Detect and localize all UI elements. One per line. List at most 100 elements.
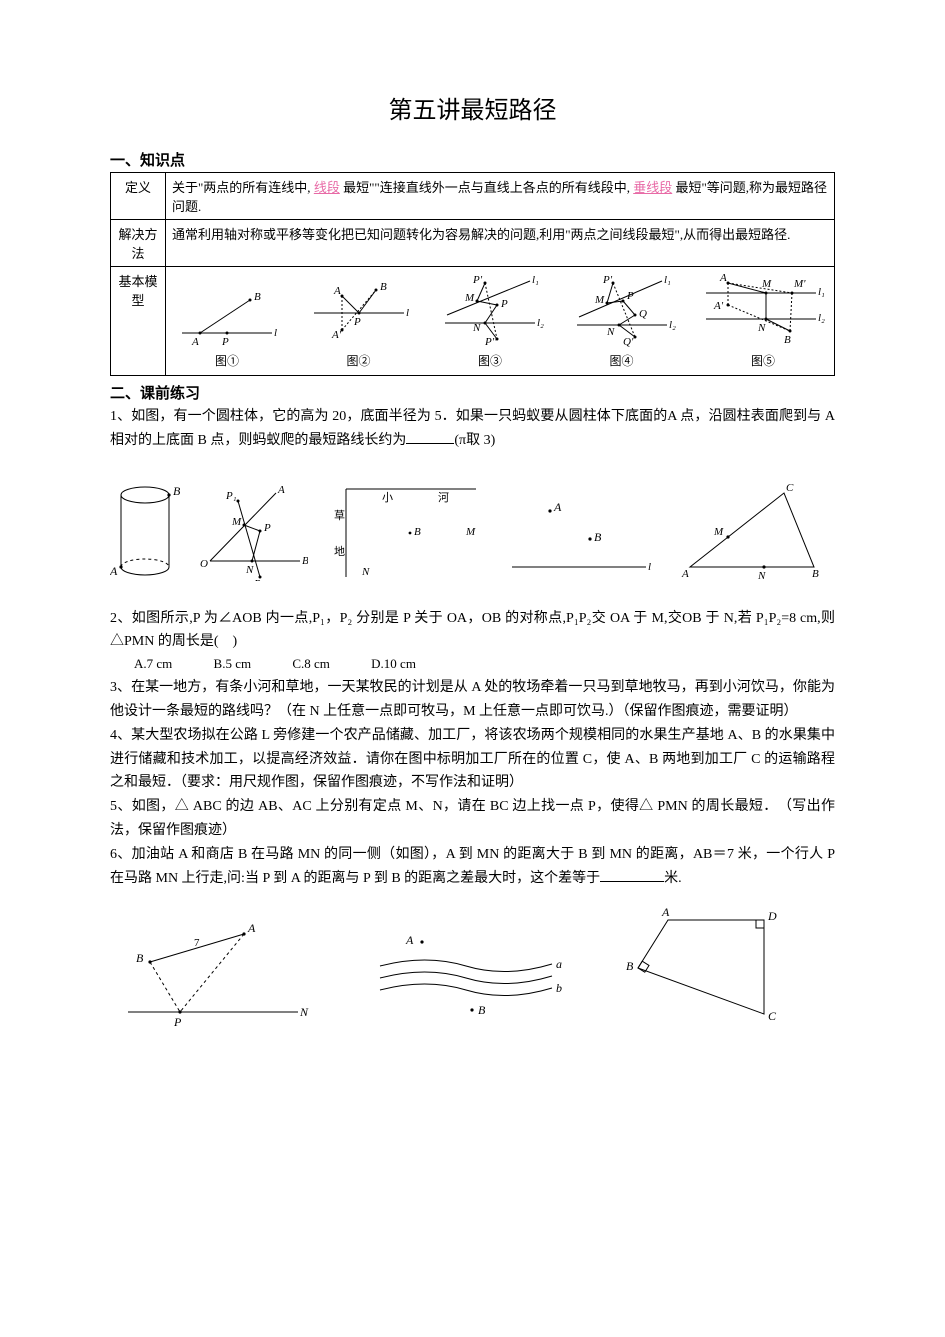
row3-label: 基本模型 — [111, 267, 166, 376]
q6-pre: 6、加油站 A 和商店 B 在马路 MN 的同一侧（如图），A 到 MN 的距离… — [110, 847, 835, 886]
svg-text:l: l — [406, 307, 409, 319]
q6-post: 米. — [664, 871, 682, 886]
svg-text:B: B — [478, 1003, 486, 1017]
row1-pre: 关于"两点的所有连线中, — [172, 180, 311, 195]
fig-angle-reflection: B A O P P₁ P₂ M N — [198, 481, 308, 581]
q6-text: 6、加油站 A 和商店 B 在马路 MN 的同一侧（如图），A 到 MN 的距离… — [110, 843, 835, 891]
q5-text: 5、如图，△ ABC 的边 AB、AC 上分别有定点 M、N，请在 BC 边上找… — [110, 795, 835, 843]
model-1-caption: 图① — [172, 352, 282, 369]
model-3: l₂ l₁ P P' P'' M N — [435, 273, 545, 369]
svg-text:A: A — [719, 273, 727, 284]
row1-pink1: 线段 — [314, 180, 340, 195]
svg-text:l₂: l₂ — [669, 319, 676, 331]
model-5-caption: 图⑤ — [698, 352, 828, 369]
svg-text:P: P — [353, 316, 361, 328]
svg-text:B: B — [136, 951, 144, 965]
svg-text:M': M' — [793, 278, 806, 290]
svg-text:N: N — [245, 564, 254, 576]
model-1: l A P B 图① — [172, 288, 282, 369]
section-2-heading: 二、课前练习 — [110, 382, 835, 403]
q2-opt-d: D.10 cm — [371, 656, 416, 671]
svg-text:P: P — [626, 290, 634, 302]
q3-text: 3、在某一地方，有条小河和草地，一天某牧民的计划是从 A 处的牧场牵着一只马到草… — [110, 676, 835, 724]
svg-text:B: B — [594, 530, 602, 544]
svg-text:N: N — [757, 322, 766, 334]
svg-text:P: P — [263, 522, 271, 534]
svg-text:A': A' — [713, 300, 724, 312]
svg-text:B: B — [626, 959, 634, 973]
svg-text:A: A — [247, 921, 256, 935]
row2-content: 通常利用轴对称或平移等变化把已知问题转化为容易解决的问题,利用"两点之间线段最短… — [166, 220, 835, 267]
svg-text:小: 小 — [382, 491, 393, 504]
svg-text:C: C — [768, 1009, 777, 1023]
q1-tail: (π取 3) — [454, 433, 495, 448]
row1-mid: 最短""连接直线外一点与直线上各点的所有线段中, — [343, 180, 630, 195]
svg-text:M: M — [594, 294, 605, 306]
svg-text:M: M — [465, 526, 476, 538]
svg-text:a: a — [556, 957, 562, 971]
svg-text:l₁: l₁ — [818, 286, 825, 298]
row3-content: l A P B 图① l A — [166, 267, 835, 376]
figure-row-1: B A B A O P P₁ P₂ M N 小 河 草 地 B M N — [110, 481, 835, 581]
figure-row-2: N P A B 7 A a b B A D C B — [120, 908, 835, 1028]
svg-text:草: 草 — [334, 509, 345, 522]
svg-text:l₁: l₁ — [532, 274, 539, 286]
svg-text:B: B — [380, 281, 387, 293]
row1-pink2: 垂线段 — [633, 180, 672, 195]
svg-text:C: C — [786, 482, 794, 494]
row2-label: 解决方法 — [111, 220, 166, 267]
svg-text:A': A' — [331, 329, 342, 341]
svg-text:A: A — [681, 568, 689, 580]
svg-text:N: N — [299, 1005, 309, 1019]
svg-text:B: B — [302, 555, 308, 567]
svg-text:P: P — [221, 336, 229, 348]
model-5: l₁ l₂ A A' B M M' N — [698, 273, 828, 369]
svg-text:A: A — [661, 908, 670, 919]
svg-text:Q': Q' — [623, 336, 634, 348]
knowledge-table: 定义 关于"两点的所有连线中, 线段 最短""连接直线外一点与直线上各点的所有线… — [110, 172, 835, 376]
q6-blank — [600, 867, 664, 881]
model-4: l₂ l₁ P Q P' Q' M N — [567, 273, 677, 369]
svg-text:P'': P'' — [484, 336, 497, 348]
fig-quad-abcd: A D C B — [622, 908, 792, 1028]
model-2-caption: 图② — [304, 352, 414, 369]
svg-text:A: A — [110, 564, 118, 578]
svg-text:l₂: l₂ — [537, 317, 544, 329]
fig-abpn: N P A B 7 — [120, 918, 310, 1028]
svg-text:P₂: P₂ — [253, 578, 265, 581]
svg-text:河: 河 — [438, 491, 449, 504]
section-1-heading: 一、知识点 — [110, 149, 835, 170]
fig-triangle-mn: A B C M N — [672, 481, 832, 581]
svg-text:N: N — [757, 570, 766, 581]
q1-blank — [406, 430, 454, 444]
row1-content: 关于"两点的所有连线中, 线段 最短""连接直线外一点与直线上各点的所有线段中,… — [166, 173, 835, 220]
svg-text:M: M — [713, 526, 724, 538]
svg-text:M: M — [464, 292, 475, 304]
svg-text:A: A — [553, 500, 562, 514]
model-2: l A B P A' 图② — [304, 278, 414, 369]
q1-text: 1、如图，有一个圆柱体，它的高为 20，底面半径为 5．如果一只蚂蚁要从圆柱体下… — [110, 405, 835, 453]
q4-text: 4、某大型农场拟在公路 L 旁修建一个农产品储藏、加工厂，将该农场两个规模相同的… — [110, 724, 835, 795]
svg-text:l₁: l₁ — [664, 274, 671, 286]
model-3-caption: 图③ — [435, 352, 545, 369]
svg-text:M: M — [761, 278, 772, 290]
svg-text:A: A — [277, 484, 285, 496]
q2-text: 2、如图所示,P 为∠AOB 内一点,P₁，P₂ 分别是 P 关于 OA，OB … — [110, 607, 835, 655]
svg-text:O: O — [200, 558, 208, 570]
svg-text:P: P — [500, 298, 508, 310]
svg-text:l: l — [274, 327, 277, 339]
svg-text:M: M — [231, 516, 242, 528]
svg-text:B: B — [414, 526, 421, 538]
fig-grass-river: 小 河 草 地 B M N — [326, 481, 486, 581]
svg-text:D: D — [767, 909, 777, 923]
svg-text:地: 地 — [334, 545, 345, 558]
svg-text:P': P' — [602, 274, 613, 286]
svg-text:B: B — [173, 484, 180, 498]
page-title: 第五讲最短路径 — [110, 90, 835, 125]
svg-text:N: N — [361, 566, 370, 578]
svg-text:b: b — [556, 981, 562, 995]
svg-text:7: 7 — [194, 937, 200, 949]
svg-text:A: A — [191, 336, 199, 348]
svg-text:B: B — [254, 291, 261, 303]
svg-text:l₂: l₂ — [818, 312, 825, 324]
